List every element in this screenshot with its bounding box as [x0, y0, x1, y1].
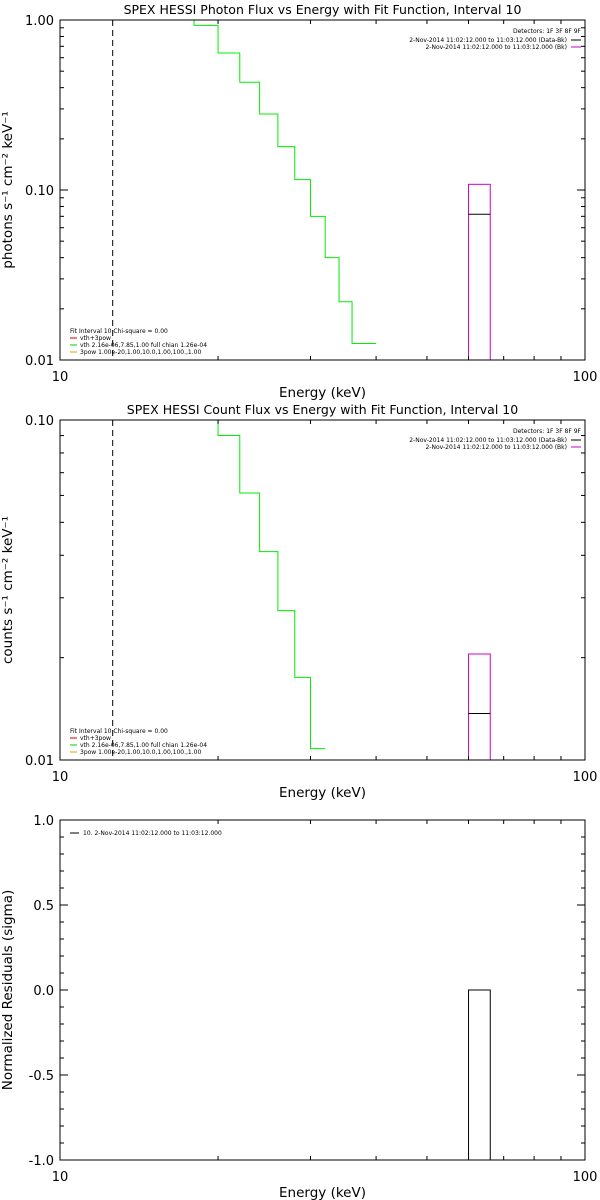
fit-legend-label: vth 2.16e-06,7.85,1.00 full chian 1.26e-…: [80, 742, 207, 749]
fit-legend-label: 3pow 1.00e-20,1.00,10.0,1.00,100.,1.00: [80, 349, 201, 356]
x-tick-label: 10: [52, 770, 69, 785]
y-tick-label: 0.01: [25, 754, 54, 769]
fit-legend-label: 3pow 1.00e-20,1.00,10.0,1.00,100.,1.00: [80, 749, 201, 756]
plot-frame: [59, 819, 586, 1161]
y-tick-label: 1.0: [33, 814, 54, 829]
fit-legend-label: vth+3pow: [80, 335, 111, 342]
y-tick-label: 0.10: [25, 414, 54, 429]
x-tick-label: 100: [573, 370, 598, 385]
data-bin-box: [468, 653, 491, 761]
legend-label: 2-Nov-2014 11:02:12.000 to 11:03:12.000 …: [409, 37, 567, 44]
legend-header: Detectors: 1F 3F 8F 9F: [513, 28, 582, 35]
legend-label: 2-Nov-2014 11:02:12.000 to 11:03:12.000 …: [425, 444, 567, 451]
fit-legend-header: Fit Interval 10 Chi-square = 0.00: [70, 728, 168, 735]
y-tick-label: 0.0: [33, 984, 54, 999]
y-tick-label: 0.01: [25, 354, 54, 369]
plot-frame: [59, 419, 586, 761]
y-axis-label: counts s⁻¹ cm⁻² keV⁻¹: [0, 516, 16, 664]
x-tick-label: 10: [52, 370, 69, 385]
plot-frame: [59, 19, 586, 361]
fit-legend-header: Fit Interval 10 Chi-square = 0.00: [70, 328, 168, 335]
fit-legend-label: vth+3pow: [80, 735, 111, 742]
x-axis-label: Energy (keV): [279, 785, 366, 801]
y-axis-label: Normalized Residuals (sigma): [0, 890, 16, 1091]
y-tick-label: 0.5: [33, 899, 54, 914]
chart-panel-3: 10 100 -1.0 -0.5 0.0 0.5 1.0 Energy (keV) Normal…: [0, 814, 597, 1200]
x-axis-label: Energy (keV): [279, 1185, 366, 1200]
data-bin-box: [468, 183, 491, 361]
y-tick-label: 1.00: [25, 14, 54, 29]
chart-panel-1: SPEX HESSI Photon Flux vs Energy with Fi…: [0, 2, 597, 401]
x-tick-label: 100: [573, 770, 598, 785]
y-tick-label: -1.0: [29, 1154, 54, 1169]
legend-label: 2-Nov-2014 11:02:12.000 to 11:03:12.000 …: [425, 44, 567, 51]
chart-panel-2: SPEX HESSI Count Flux vs Energy with Fit…: [0, 402, 597, 801]
data-series-1: [167, 419, 326, 750]
y-axis-label: photons s⁻¹ cm⁻² keV⁻¹: [0, 111, 16, 269]
data-bin-box: [468, 989, 491, 1161]
x-axis-label: Energy (keV): [279, 385, 366, 401]
chart-title: SPEX HESSI Count Flux vs Energy with Fit…: [127, 402, 518, 417]
residual-legend-label: 10. 2-Nov-2014 11:02:12.000 to 11:03:12.…: [83, 830, 222, 837]
y-tick-label: -0.5: [29, 1069, 54, 1084]
fit-legend-label: vth 2.16e-06,7.85,1.00 full chian 1.26e-…: [80, 342, 207, 349]
legend-label: 2-Nov-2014 11:02:12.000 to 11:03:12.000 …: [409, 437, 567, 444]
x-tick-label: 100: [573, 1170, 598, 1185]
legend-header: Detectors: 1F 3F 8F 9F: [513, 428, 582, 435]
data-series-1: [167, 19, 377, 345]
chart-title: SPEX HESSI Photon Flux vs Energy with Fi…: [124, 2, 522, 17]
y-tick-label: 0.10: [25, 184, 54, 199]
x-tick-label: 10: [52, 1170, 69, 1185]
